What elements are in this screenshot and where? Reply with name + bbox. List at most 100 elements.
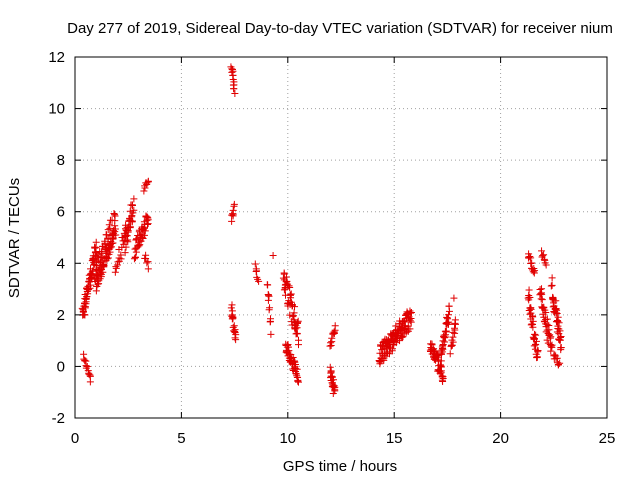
data-point xyxy=(532,331,540,339)
data-point xyxy=(531,340,539,348)
data-point xyxy=(556,327,564,335)
data-point xyxy=(547,282,555,290)
data-point xyxy=(291,303,299,311)
data-point xyxy=(293,365,301,373)
data-point xyxy=(139,234,147,242)
data-point xyxy=(553,310,561,318)
data-point xyxy=(114,258,122,266)
data-point xyxy=(124,238,132,246)
data-point xyxy=(105,221,113,229)
data-point xyxy=(128,201,136,209)
data-point xyxy=(294,378,302,386)
data-point xyxy=(327,342,335,350)
data-point xyxy=(407,309,415,317)
data-point xyxy=(123,232,131,240)
data-point xyxy=(111,211,119,219)
y-axis-label: SDTVAR / TECUs xyxy=(6,178,23,298)
axis-ticks: 0 5 10 15 20 25 -2 0 2 4 6 8 10 12 xyxy=(48,49,615,447)
data-point xyxy=(126,223,134,231)
data-point xyxy=(451,320,459,328)
data-point xyxy=(132,248,140,256)
data-point xyxy=(289,353,297,361)
data-point xyxy=(328,334,336,342)
data-point xyxy=(540,255,548,263)
y-tick-label: 10 xyxy=(48,101,65,118)
data-point xyxy=(112,231,120,239)
x-tick-label: 10 xyxy=(279,430,296,447)
data-point xyxy=(529,317,537,325)
data-point xyxy=(92,238,100,246)
data-point xyxy=(140,187,148,195)
data-point xyxy=(326,342,334,350)
data-point xyxy=(526,293,534,301)
data-point xyxy=(294,317,302,325)
data-point xyxy=(294,373,302,381)
data-point xyxy=(255,277,263,285)
data-point xyxy=(539,252,547,260)
data-point xyxy=(529,313,537,321)
data-point xyxy=(104,254,112,262)
data-point xyxy=(144,216,152,224)
data-point xyxy=(556,359,564,367)
data-point xyxy=(143,259,151,267)
data-point xyxy=(143,179,151,187)
chart-title: Day 277 of 2019, Sidereal Day-to-day VTE… xyxy=(67,20,613,37)
data-point xyxy=(292,370,300,378)
data-point xyxy=(407,318,415,326)
data-point xyxy=(121,249,129,257)
data-point xyxy=(542,309,550,317)
data-point xyxy=(111,268,119,276)
data-point xyxy=(86,378,94,386)
data-point xyxy=(552,306,560,314)
data-point xyxy=(548,274,556,282)
data-point xyxy=(87,281,95,289)
x-tick-label: 5 xyxy=(177,430,185,447)
data-point xyxy=(557,333,565,341)
data-point xyxy=(331,322,339,330)
data-point xyxy=(445,302,453,310)
data-point xyxy=(290,309,298,317)
data-point xyxy=(141,184,149,192)
data-point xyxy=(287,290,295,298)
grid xyxy=(75,57,607,418)
data-point xyxy=(554,317,562,325)
data-point xyxy=(266,304,274,312)
data-points xyxy=(78,63,565,397)
data-point xyxy=(527,309,535,317)
data-point xyxy=(230,85,238,93)
data-point xyxy=(285,282,293,290)
data-point xyxy=(229,315,237,323)
data-point xyxy=(128,218,136,226)
data-point xyxy=(430,347,438,355)
data-point xyxy=(130,206,138,214)
data-point xyxy=(144,221,152,229)
data-point xyxy=(406,325,414,333)
y-tick-label: 8 xyxy=(57,152,65,169)
data-point xyxy=(557,343,565,351)
data-point xyxy=(100,262,108,270)
x-tick-label: 20 xyxy=(492,430,509,447)
data-point xyxy=(106,244,114,252)
data-point xyxy=(285,347,293,355)
data-point xyxy=(228,217,236,225)
data-point xyxy=(538,247,546,255)
data-point xyxy=(86,284,94,292)
data-point xyxy=(286,284,294,292)
data-point xyxy=(546,334,554,342)
data-point xyxy=(530,342,538,350)
data-point xyxy=(229,206,237,214)
data-point xyxy=(442,331,450,339)
data-point xyxy=(230,327,238,335)
data-point xyxy=(88,274,96,282)
data-point xyxy=(529,320,537,328)
data-point xyxy=(441,338,449,346)
data-point xyxy=(330,376,338,384)
data-point xyxy=(264,296,272,304)
data-point xyxy=(397,327,405,335)
data-point xyxy=(444,311,452,319)
y-tick-label: 0 xyxy=(57,358,65,375)
data-point xyxy=(230,200,238,208)
data-point xyxy=(450,294,458,302)
data-point xyxy=(135,242,143,250)
